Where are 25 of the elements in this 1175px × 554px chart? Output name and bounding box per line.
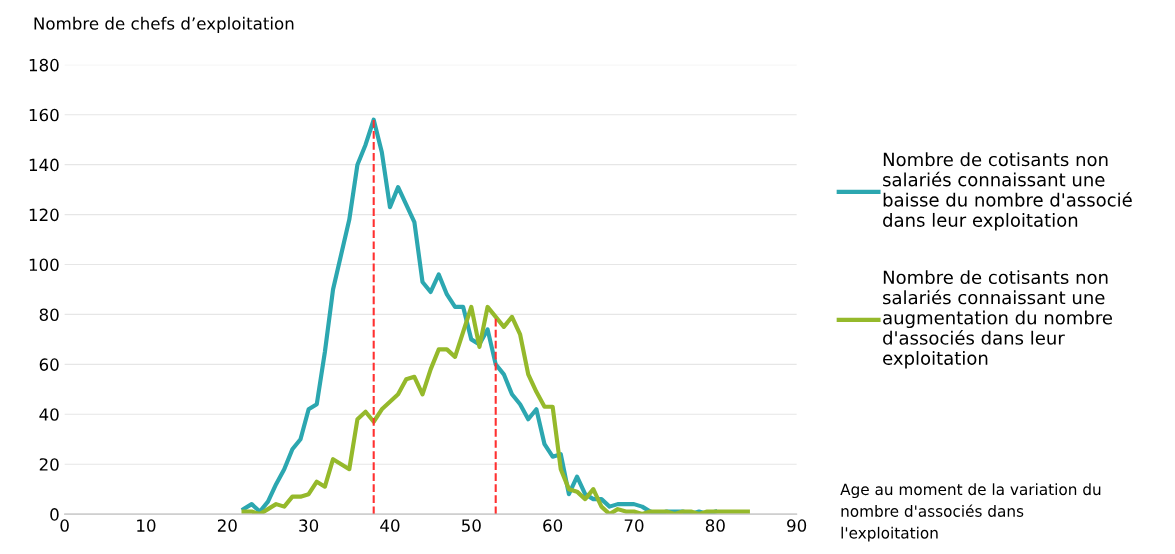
y-tick-label: 120 xyxy=(29,208,59,222)
x-tick-label: 40 xyxy=(380,519,400,532)
legend-label: Nombre de cotisants non salariés connaissant une augmentation du nombre d'associés dans leur exploitation xyxy=(883,270,1113,369)
y-tick-label: 100 xyxy=(29,258,59,272)
y-tick-label: 40 xyxy=(39,408,59,421)
y-tick-label: 160 xyxy=(29,108,59,122)
x-tick-label: 30 xyxy=(299,519,319,532)
x-tick-label: 0 xyxy=(60,519,69,532)
x-tick-label: 50 xyxy=(461,519,481,532)
y-tick-label: 80 xyxy=(39,308,59,321)
legend-label: Nombre de cotisants non salariés connaissant une baisse du nombre d'associé dans leur exploitation xyxy=(883,152,1132,231)
x-tick-label: 20 xyxy=(217,519,237,532)
x-tick-label: 90 xyxy=(787,519,807,532)
y-tick-label: 140 xyxy=(29,158,59,172)
x-axis-title: Age au moment de la variation du nombre d'associés dans l'exploitation xyxy=(840,483,1101,542)
line-series xyxy=(241,304,750,515)
y-tick-label: 60 xyxy=(39,358,59,371)
x-tick-label: 70 xyxy=(624,519,644,532)
x-tick-label: 60 xyxy=(543,519,563,532)
x-tick-label: 10 xyxy=(137,519,156,532)
y-tick-label: 0 xyxy=(50,508,59,521)
y-axis-title: Nombre de chefs d’exploitation xyxy=(34,16,294,33)
y-tick-label: 180 xyxy=(29,58,59,72)
x-tick-label: 80 xyxy=(705,519,725,532)
y-tick-label: 20 xyxy=(39,458,59,471)
